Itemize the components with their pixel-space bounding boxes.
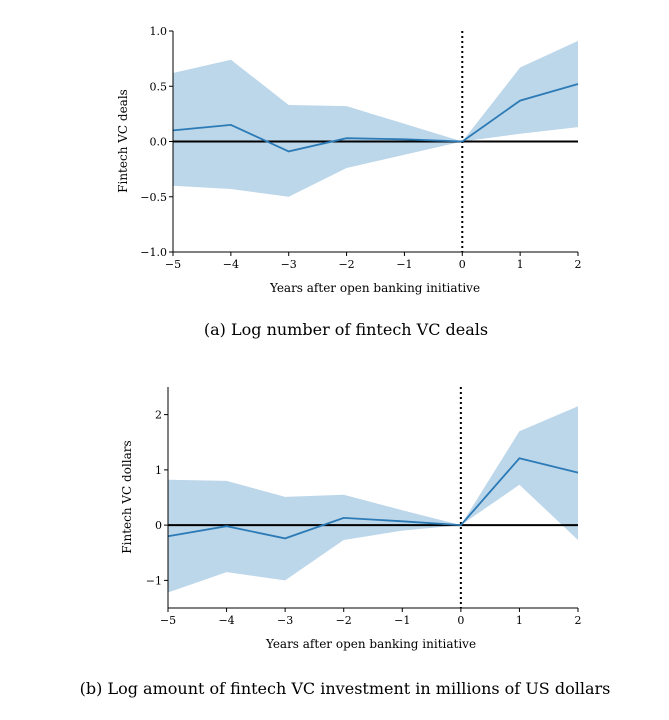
panel-b-x-tick-label: −1	[394, 614, 410, 627]
panel-a-x-tick-label: −1	[396, 258, 412, 271]
panel-a-y-tick-label: 0.5	[150, 80, 168, 93]
panel-a-confidence-band	[173, 40, 578, 197]
panel-a-y-tick-label: −0.5	[140, 191, 167, 204]
panel-b-x-tick-label: −3	[277, 614, 293, 627]
panel-a-y-tick-label: −1.0	[140, 246, 167, 259]
panel-a-x-tick-label: 1	[517, 258, 524, 271]
panel-b-y-tick-label: 0	[155, 519, 162, 532]
panel-a-x-axis-label: Years after open banking initiative	[269, 281, 480, 295]
panel-b-x-tick-label: −4	[218, 614, 234, 627]
panel-a-y-axis-label: Fintech VC deals	[116, 89, 130, 193]
panel-a-x-tick-label: −5	[165, 258, 181, 271]
panel-a-chart: −5 −4 −3 −2 −1 0 1 2 −1.0 −0.5 0.0 0.5 1.0 Years aft…	[116, 25, 582, 339]
panel-b-y-tick-label: 2	[155, 409, 162, 422]
panel-b-y-tick-label: 1	[155, 464, 162, 477]
panel-b-y-tick-label: −1	[146, 574, 162, 587]
panel-b-x-axis-label: Years after open banking initiative	[265, 637, 476, 651]
panel-a-caption: (a) Log number of fintech VC deals	[204, 320, 488, 339]
panel-b-confidence-band	[168, 406, 578, 593]
panel-a-plot-area: −5 −4 −3 −2 −1 0 1 2 −1.0 −0.5 0.0 0.5 1.0	[140, 25, 581, 271]
panel-a-x-tick-label: −3	[281, 258, 297, 271]
panel-b-x-tick-label: 0	[457, 614, 464, 627]
panel-b-caption: (b) Log amount of fintech VC investment …	[80, 679, 611, 698]
panel-b-x-tick-label: −2	[336, 614, 352, 627]
panel-a-x-tick-label: 2	[575, 258, 582, 271]
panel-a-x-tick-label: −2	[338, 258, 354, 271]
panel-a-x-tick-label: −4	[223, 258, 239, 271]
panel-b-y-axis-label: Fintech VC dollars	[120, 440, 134, 553]
panel-a-x-tick-label: 0	[459, 258, 466, 271]
panel-b-x-tick-label: −5	[160, 614, 176, 627]
panel-a-y-tick-label: 1.0	[150, 25, 168, 38]
panel-b-chart: −5 −4 −3 −2 −1 0 1 2 −1 0 1 2 Years after open bank…	[80, 387, 611, 698]
panel-b-x-tick-label: 1	[516, 614, 523, 627]
panel-a-y-tick-label: 0.0	[150, 136, 168, 149]
panel-b-x-tick-label: 2	[575, 614, 582, 627]
panel-b-plot-area: −5 −4 −3 −2 −1 0 1 2 −1 0 1 2	[146, 387, 582, 627]
panel-b-estimate-line	[167, 457, 579, 540]
panel-a-estimate-line	[172, 83, 579, 153]
